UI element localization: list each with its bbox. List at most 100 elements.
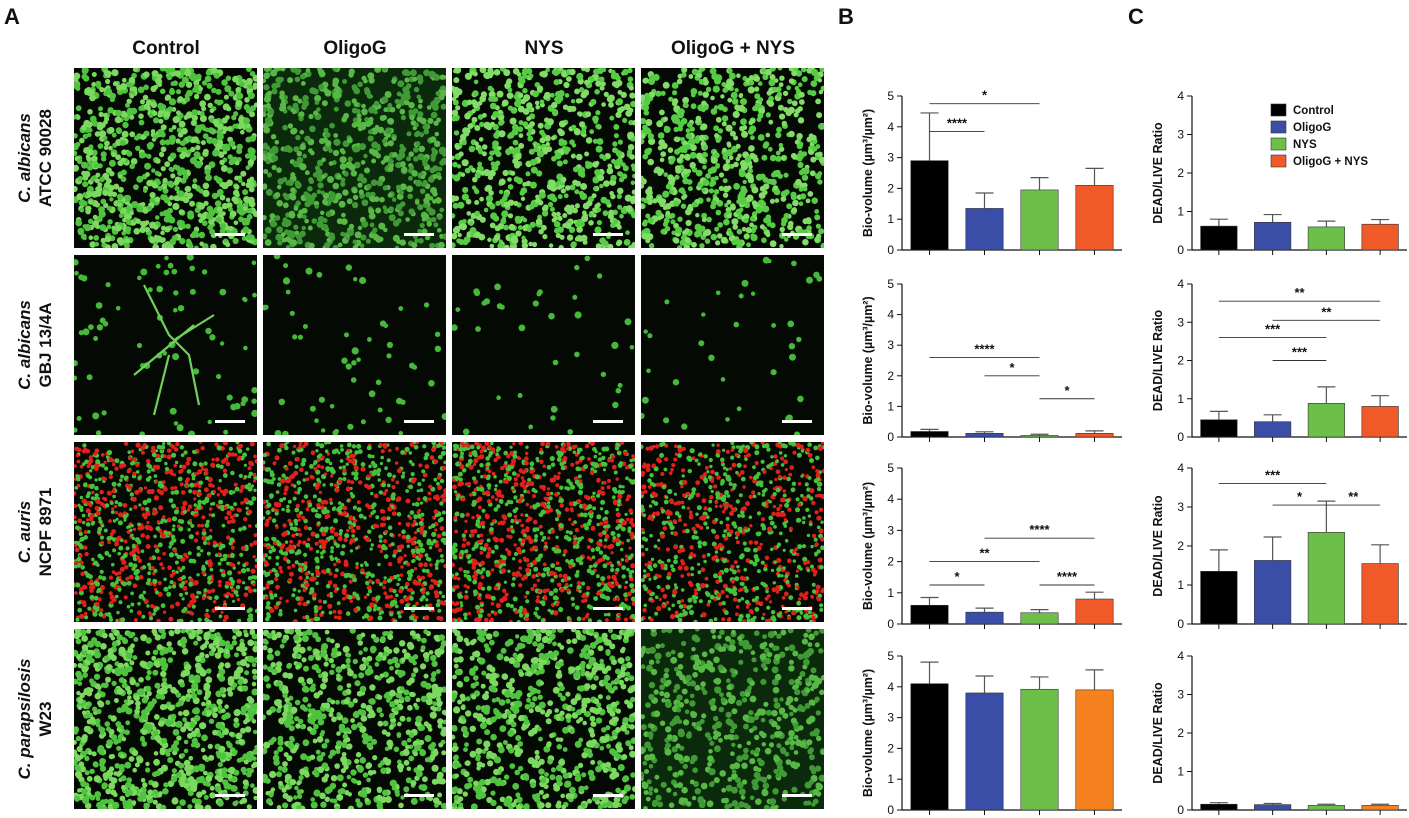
panel-letter-b: B	[838, 4, 854, 29]
y-axis-label-c3: DEAD/LIVE Ratio	[1151, 495, 1165, 597]
micrograph-r4-c2	[263, 629, 446, 809]
y-tick-label-b2: 2	[887, 369, 894, 383]
y-tick-label-b3: 0	[887, 617, 894, 631]
micrograph-r4-c4	[641, 629, 824, 809]
bar-c4-4	[1361, 805, 1399, 811]
bar-c2-4	[1361, 406, 1399, 438]
y-tick-label-b4: 2	[887, 741, 894, 755]
micrograph-r4-c1	[74, 629, 257, 809]
bar-b3-2	[965, 611, 1004, 625]
legend-label-4: OligoG + NYS	[1293, 156, 1368, 168]
y-tick-label-c2: 4	[1177, 277, 1184, 291]
bar-b2-2	[965, 433, 1004, 438]
y-tick-label-c3: 4	[1177, 461, 1184, 475]
y-tick-label-b1: 5	[887, 89, 894, 103]
y-tick-label-b1: 2	[887, 181, 894, 195]
bar-c1-4	[1361, 223, 1399, 251]
scale-bar	[782, 420, 812, 423]
y-tick-label-b4: 0	[887, 803, 894, 817]
y-tick-label-b3: 2	[887, 555, 894, 569]
y-tick-label-c4: 0	[1177, 803, 1184, 817]
micrograph-r1-c3	[452, 68, 635, 248]
y-axis-label-b2: Bio-volume (µm³/µm²)	[861, 296, 875, 424]
significance-label-b1: ****	[947, 115, 968, 130]
y-tick-label-c1: 2	[1177, 166, 1184, 180]
scale-bar	[593, 607, 623, 610]
y-tick-label-b4: 3	[887, 711, 894, 725]
column-header-control: Control	[132, 38, 200, 59]
y-tick-label-b3: 3	[887, 523, 894, 537]
bar-c4-3	[1307, 805, 1345, 811]
y-tick-label-b1: 4	[887, 120, 894, 134]
y-tick-label-c4: 4	[1177, 649, 1184, 663]
legend-label-3: NYS	[1293, 139, 1317, 151]
significance-label-c2: **	[1321, 304, 1332, 319]
scale-bar	[404, 233, 434, 236]
scale-bar	[593, 233, 623, 236]
y-tick-label-c2: 2	[1177, 354, 1184, 368]
bar-b3-3	[1020, 612, 1059, 625]
legend-label-1: Control	[1293, 105, 1334, 117]
bar-b4-2	[965, 692, 1004, 811]
bar-b2-3	[1020, 435, 1059, 438]
scale-bar	[215, 233, 245, 236]
y-tick-label-b2: 5	[887, 277, 894, 291]
scale-bar	[782, 607, 812, 610]
y-tick-label-b4: 5	[887, 649, 894, 663]
y-axis-label-c1: DEAD/LIVE Ratio	[1151, 122, 1165, 224]
y-axis-label-b1: Bio-volume (µm³/µm²)	[861, 109, 875, 237]
significance-label-b2: *	[1009, 360, 1015, 375]
significance-label-c2: ***	[1265, 322, 1281, 337]
y-tick-label-b2: 3	[887, 338, 894, 352]
y-tick-label-c3: 2	[1177, 539, 1184, 553]
significance-label-b2: ****	[974, 341, 995, 356]
micrograph-r2-c2	[263, 255, 446, 435]
bar-b4-1	[910, 683, 949, 811]
y-tick-label-c1: 0	[1177, 243, 1184, 257]
bar-b1-4	[1075, 185, 1114, 251]
scale-bar	[215, 420, 245, 423]
significance-label-c3: *	[1297, 489, 1303, 504]
y-tick-label-c1: 3	[1177, 128, 1184, 142]
bar-b4-3	[1020, 688, 1059, 811]
significance-label-b3: *	[954, 569, 960, 584]
column-header-oligog: OligoG	[323, 38, 387, 59]
bar-c3-1	[1200, 571, 1238, 625]
y-tick-label-c4: 3	[1177, 688, 1184, 702]
y-tick-label-b3: 5	[887, 461, 894, 475]
column-header-oligog-nys: OligoG + NYS	[670, 38, 796, 59]
scale-bar	[782, 233, 812, 236]
y-tick-label-c2: 3	[1177, 315, 1184, 329]
y-tick-label-b2: 1	[887, 399, 894, 413]
y-tick-label-b4: 1	[887, 772, 894, 786]
bar-c4-2	[1254, 804, 1292, 811]
scale-bar	[593, 420, 623, 423]
y-tick-label-b2: 0	[887, 430, 894, 444]
bar-c2-1	[1200, 419, 1238, 438]
micrograph-r4-c3	[452, 629, 635, 809]
bar-b3-1	[910, 604, 949, 625]
y-tick-label-b2: 4	[887, 308, 894, 322]
bar-b1-3	[1020, 189, 1059, 251]
micrograph-r3-c3	[452, 442, 635, 622]
bar-c2-2	[1254, 421, 1292, 438]
legend-swatch-1	[1270, 103, 1287, 117]
bar-b2-1	[910, 431, 949, 438]
y-tick-label-c3: 3	[1177, 500, 1184, 514]
y-tick-label-b4: 4	[887, 680, 894, 694]
bar-c3-3	[1307, 532, 1345, 625]
y-axis-label-c2: DEAD/LIVE Ratio	[1151, 309, 1165, 411]
significance-label-c3: ***	[1265, 468, 1281, 483]
bar-c4-1	[1200, 803, 1238, 811]
micrograph-r3-c1	[74, 442, 257, 622]
y-tick-label-b1: 0	[887, 243, 894, 257]
micrograph-r3-c2	[263, 442, 446, 622]
scale-bar	[215, 607, 245, 610]
y-tick-label-b3: 4	[887, 492, 894, 506]
legend-swatch-3	[1270, 137, 1287, 151]
bar-c1-3	[1307, 226, 1345, 251]
y-axis-label-b3: Bio-volume (µm³/µm²)	[861, 482, 875, 610]
legend-label-2: OligoG	[1293, 122, 1331, 134]
bar-c2-3	[1307, 403, 1345, 438]
